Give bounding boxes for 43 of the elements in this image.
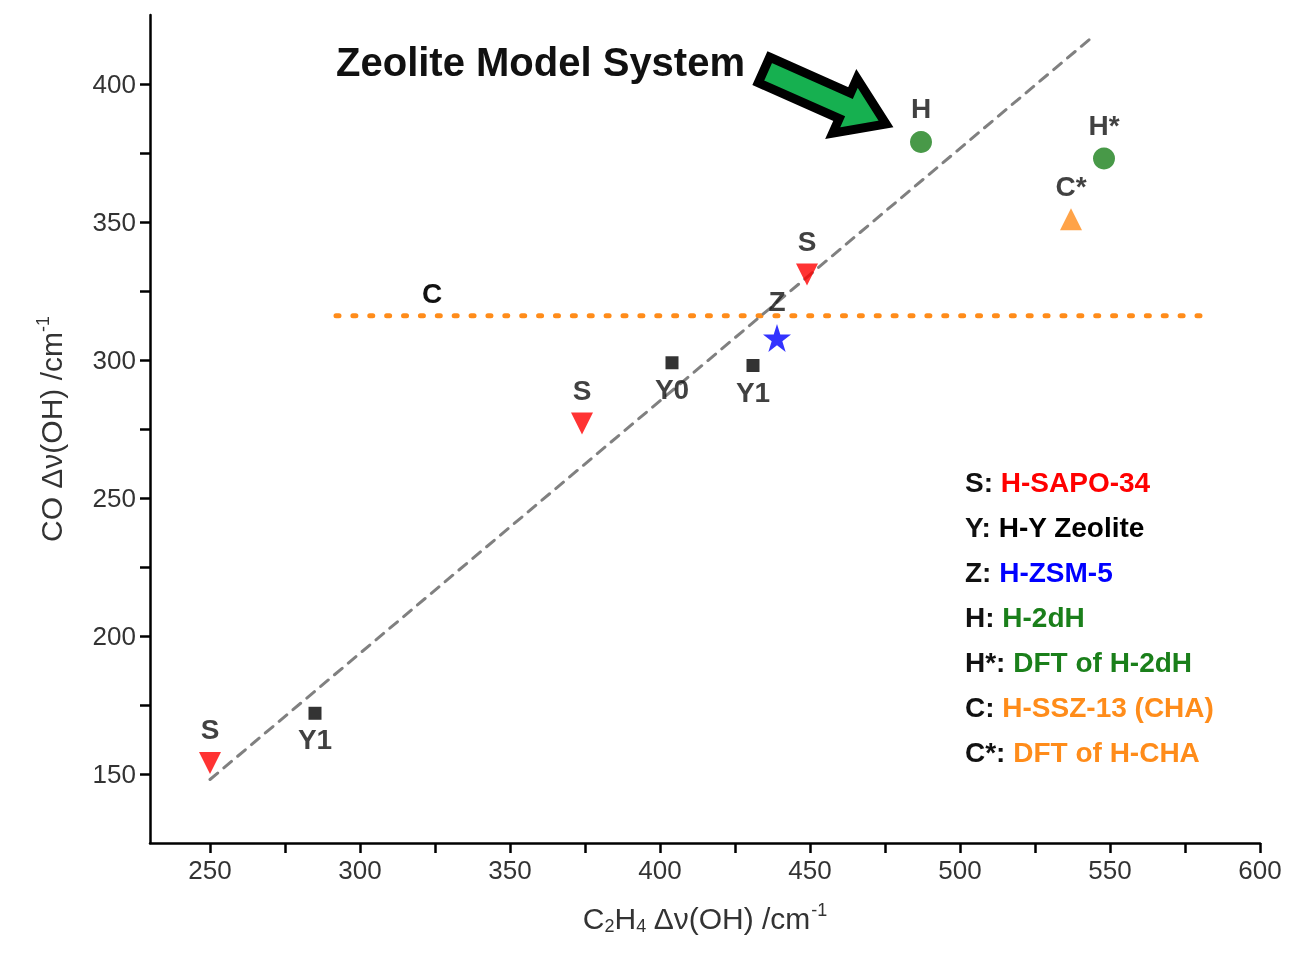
x-tick-label: 550 bbox=[1088, 855, 1132, 885]
data-label: S bbox=[200, 714, 220, 746]
data-label: S bbox=[797, 225, 817, 257]
annotation: C*: DFT of H-CHA bbox=[965, 736, 1200, 768]
annotation: Z: H-ZSM-5 bbox=[965, 556, 1113, 588]
data-label: H* bbox=[1088, 110, 1120, 142]
x-tick-label: 500 bbox=[938, 855, 982, 885]
point bbox=[910, 130, 932, 153]
point bbox=[308, 706, 322, 720]
x-tick-label: 350 bbox=[488, 855, 532, 885]
annotation: H: H-2dH bbox=[965, 601, 1085, 633]
point bbox=[796, 263, 818, 286]
y-axis-title: CO Δν(OH) /cm-1 bbox=[33, 315, 68, 543]
point bbox=[1060, 208, 1082, 231]
annotation: C: H-SSZ-13 (CHA) bbox=[965, 691, 1214, 723]
data-label: C bbox=[421, 278, 443, 310]
y-tick-label: 150 bbox=[92, 759, 136, 789]
data-label: Y1 bbox=[297, 724, 333, 756]
point bbox=[199, 751, 221, 774]
x-tick-label: 600 bbox=[1238, 855, 1282, 885]
annotation: Zeolite Model System bbox=[336, 40, 745, 84]
annotation: S: H-SAPO-34 bbox=[965, 466, 1151, 498]
x-tick-label: 400 bbox=[638, 855, 682, 885]
annotation: H*: DFT of H-2dH bbox=[965, 646, 1193, 678]
y-tick-label: 350 bbox=[92, 207, 136, 237]
data-label: H bbox=[910, 93, 932, 125]
data-label: S bbox=[572, 374, 592, 406]
y-tick-label: 300 bbox=[92, 345, 136, 375]
x-tick-label: 450 bbox=[788, 855, 832, 885]
data-label: Y0 bbox=[654, 373, 690, 405]
x-tick-label: 250 bbox=[188, 855, 232, 885]
data-label: C* bbox=[1055, 170, 1087, 202]
point bbox=[763, 323, 791, 352]
point bbox=[746, 359, 760, 373]
y-tick-label: 250 bbox=[92, 483, 136, 513]
y-tick-label: 400 bbox=[92, 69, 136, 99]
y-tick-label: 200 bbox=[92, 621, 136, 651]
annotation: Y: H-Y Zeolite bbox=[965, 511, 1145, 543]
point bbox=[665, 356, 679, 370]
point bbox=[1093, 147, 1115, 170]
point bbox=[571, 412, 593, 435]
x-tick-label: 300 bbox=[338, 855, 382, 885]
data-label: Y1 bbox=[735, 376, 771, 408]
